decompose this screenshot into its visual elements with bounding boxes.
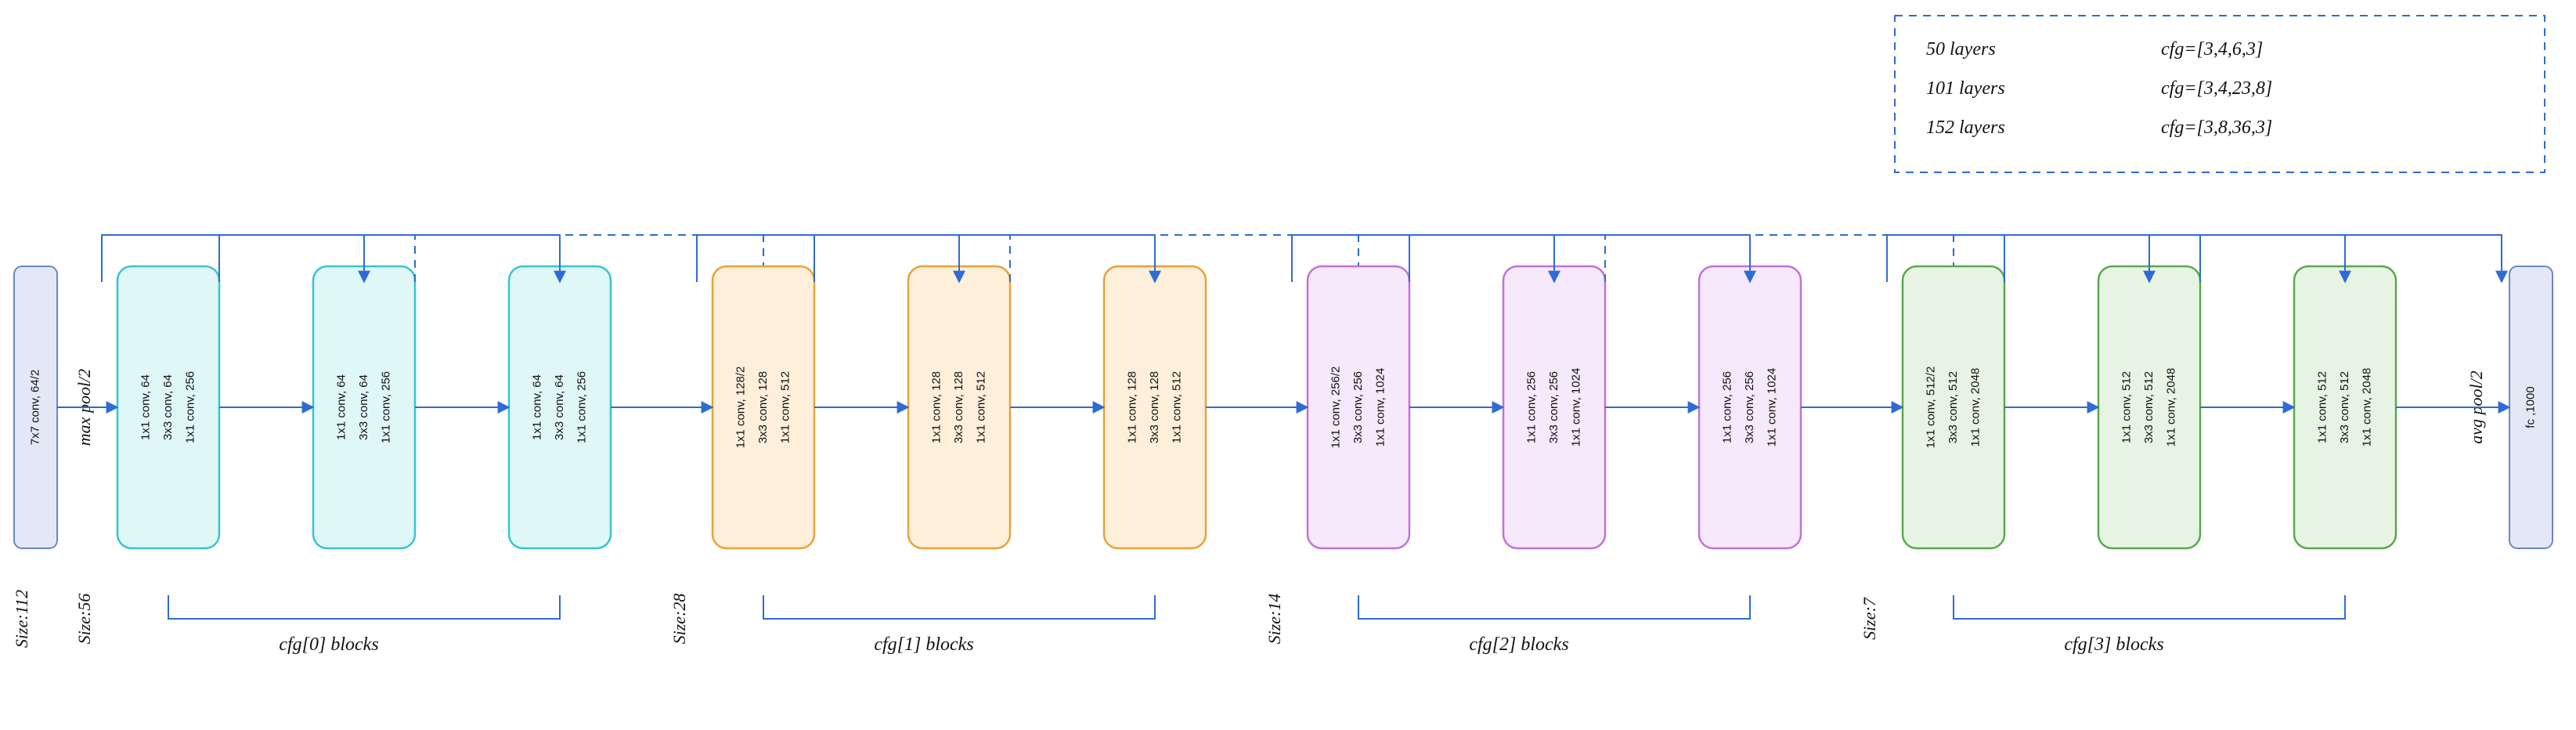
block-line: 1x1 conv, 256: [1524, 371, 1538, 443]
block-line: 3x3 conv, 512: [1946, 371, 1960, 443]
block-line: 1x1 conv, 256: [1720, 371, 1734, 443]
block-line: 1x1 conv, 512: [2315, 371, 2329, 443]
block-line: 3x3 conv, 512: [2142, 371, 2156, 443]
stage-bracket: [1954, 595, 2345, 619]
legend-key: 101 layers: [1926, 78, 2005, 99]
size-label: Size:56: [74, 594, 94, 645]
block-line: 1x1 conv, 64: [530, 374, 543, 440]
legend-val: cfg=[3,8,36,3]: [2161, 117, 2272, 138]
block-line: 3x3 conv, 64: [161, 374, 175, 440]
legend-val: cfg=[3,4,23,8]: [2161, 78, 2272, 99]
block-line: 1x1 conv, 128: [929, 371, 943, 443]
block-line: 1x1 conv, 64: [334, 374, 348, 440]
stage-label: cfg[2] blocks: [1469, 634, 1568, 655]
block-line: 1x1 conv, 512/2: [1924, 367, 1937, 449]
stage-bracket: [168, 595, 560, 619]
block-line: 1x1 conv, 1024: [1570, 368, 1583, 447]
block-line: 1x1 conv, 128: [1125, 371, 1138, 443]
block-line: 3x3 conv, 64: [357, 374, 370, 440]
size-label: Size:112: [12, 590, 31, 648]
size-label: Size:7: [1860, 597, 1879, 640]
stage-bracket: [763, 595, 1155, 619]
legend-val: cfg=[3,4,6,3]: [2161, 39, 2263, 60]
block-line: 1x1 conv, 2048: [1969, 368, 1983, 447]
block-line: 1x1 conv, 1024: [1374, 368, 1387, 447]
block-line: 1x1 conv, 512: [975, 371, 988, 443]
input-conv-label: 7x7 conv, 64/2: [28, 370, 41, 445]
block-line: 3x3 conv, 256: [1547, 371, 1560, 443]
block-line: 1x1 conv, 256: [575, 371, 589, 443]
block-line: 3x3 conv, 256: [1351, 371, 1365, 443]
size-label: Size:28: [669, 594, 689, 645]
block-line: 1x1 conv, 256: [184, 371, 197, 443]
block-line: 1x1 conv, 256/2: [1329, 367, 1342, 449]
block-line: 3x3 conv, 128: [756, 371, 770, 443]
block-line: 1x1 conv, 256: [380, 371, 393, 443]
block-line: 3x3 conv, 128: [1148, 371, 1161, 443]
stage-bracket: [1358, 595, 1750, 619]
block-line: 1x1 conv, 128/2: [734, 367, 747, 449]
block-line: 1x1 conv, 512: [2120, 371, 2133, 443]
size-label: Size:14: [1265, 594, 1284, 645]
block-line: 1x1 conv, 512: [1171, 371, 1184, 443]
stage-label: cfg[0] blocks: [279, 634, 378, 655]
block-line: 1x1 conv, 512: [779, 371, 792, 443]
stage-label: cfg[1] blocks: [874, 634, 973, 655]
stage-label: cfg[3] blocks: [2064, 634, 2163, 655]
block-line: 3x3 conv, 64: [553, 374, 566, 440]
block-line: 3x3 conv, 512: [2338, 371, 2351, 443]
legend-key: 152 layers: [1926, 117, 2005, 138]
block-line: 1x1 conv, 2048: [2165, 368, 2178, 447]
block-line: 1x1 conv, 2048: [2361, 368, 2374, 447]
legend-key: 50 layers: [1926, 39, 1996, 60]
output-fc-label: fc ,1000: [2524, 386, 2537, 428]
block-line: 1x1 conv, 64: [139, 374, 152, 440]
block-line: 1x1 conv, 1024: [1766, 368, 1779, 447]
block-line: 3x3 conv, 256: [1743, 371, 1756, 443]
block-line: 3x3 conv, 128: [952, 371, 965, 443]
